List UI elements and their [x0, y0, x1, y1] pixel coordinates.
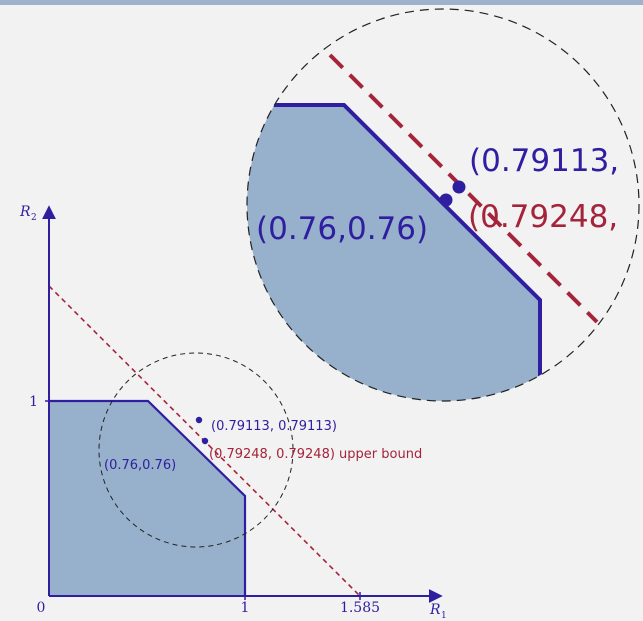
rate-region-boundary — [49, 399, 247, 596]
point-079113 — [201, 437, 209, 445]
zoom-upper-bound-line — [328, 53, 599, 324]
x-tick-label-1585: 1.585 — [340, 600, 380, 616]
origin-label: 0 — [37, 600, 46, 616]
label-upper-bound: (0.79248, 0.79248) upper bound — [209, 447, 422, 462]
svg-text:R: R — [19, 204, 31, 220]
zoom-label-point-076: (0.76,0.76) — [256, 211, 428, 247]
top-accent-bar — [0, 0, 643, 5]
label-point-079113: (0.79113, 0.79113) — [211, 419, 337, 434]
zoom-label-point-079113: (0.79113, — [469, 143, 619, 179]
svg-text:1: 1 — [441, 611, 447, 621]
zoom-guide-circle — [98, 352, 294, 548]
x-axis-label: R 1 — [429, 602, 447, 621]
y-tick-label-1: 1 — [29, 394, 38, 410]
svg-text:R: R — [429, 602, 441, 618]
y-axis-label: R 2 — [19, 204, 37, 223]
rate-region — [49, 401, 245, 596]
zoom-point-076 — [439, 193, 453, 207]
svg-text:2: 2 — [31, 213, 37, 223]
point-076 — [195, 416, 203, 424]
x-tick-label-1: 1 — [241, 600, 250, 616]
zoom-point-079113 — [452, 180, 466, 194]
zoom-label-upper-bound: (0.79248, — [468, 199, 618, 235]
zoom-circle-border — [246, 8, 640, 402]
label-point-076: (0.76,0.76) — [104, 458, 176, 473]
